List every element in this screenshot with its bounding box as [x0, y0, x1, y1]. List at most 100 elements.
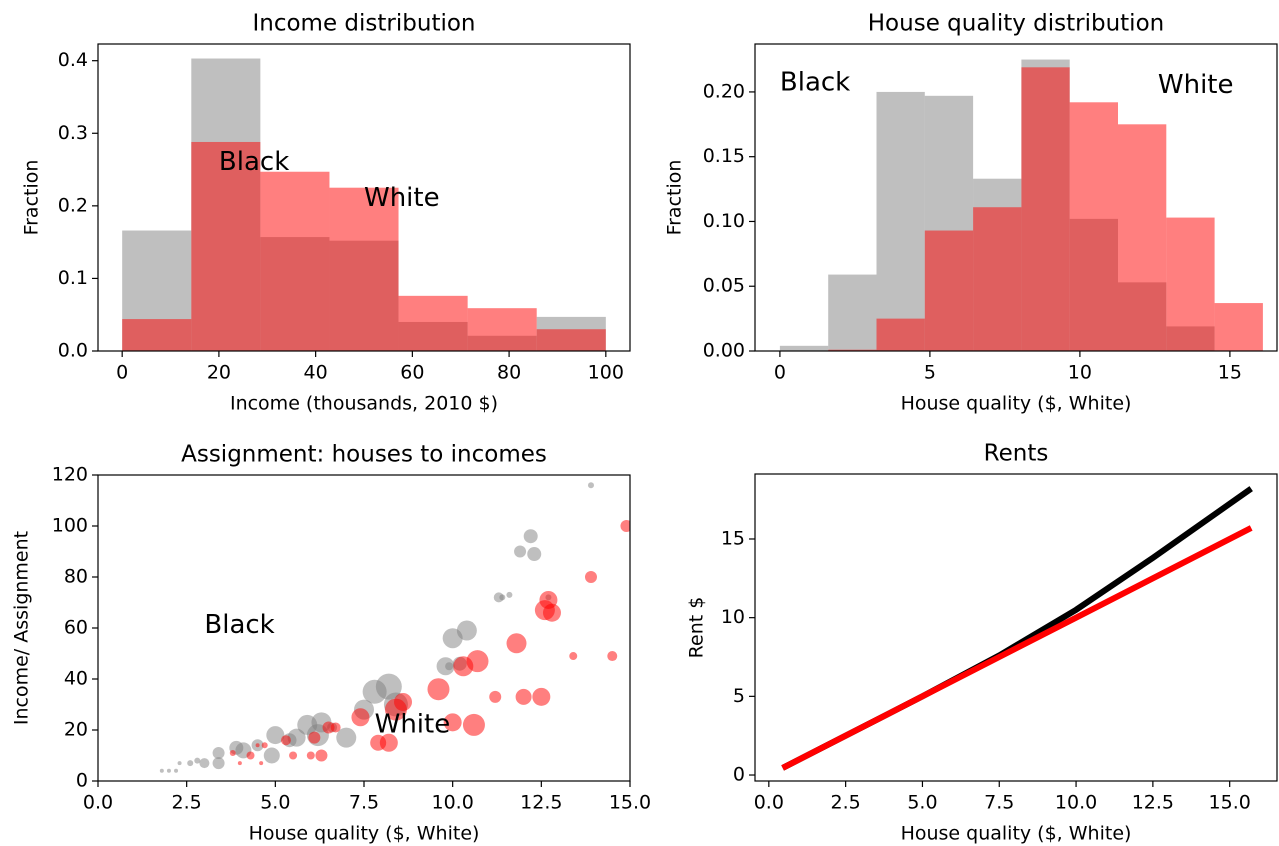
point: [263, 747, 280, 764]
subplot: Black White 0.0 2.5 5.0 7.5 10.0 12.5 15.0 0 20 40 6…: [11, 442, 652, 845]
x-axis-label: Income (thousands, 2010 $): [230, 393, 498, 415]
point: [394, 692, 413, 711]
bar: [973, 207, 1022, 351]
x-axis-label: House quality ($, White): [901, 393, 1132, 415]
chart-title: Assignment: houses to incomes: [181, 442, 547, 468]
annotation: White: [375, 709, 451, 739]
point: [212, 746, 225, 759]
point: [514, 545, 527, 558]
y-tick-label: 80: [64, 566, 88, 588]
x-tick-label: 0: [116, 362, 128, 384]
bar: [467, 308, 537, 351]
plot-area: [159, 482, 630, 773]
subplot: Black White 0 20 40 60 80 100 0.0 0.1 0.2 0.3 0.4 Inc…: [21, 11, 631, 415]
y-tick-label: 60: [64, 617, 88, 639]
y-tick-label: 0.00: [703, 340, 745, 362]
plot-area: [779, 59, 1263, 351]
bar: [1021, 67, 1070, 351]
bar: [1214, 303, 1263, 351]
y-tick-label: 10: [721, 606, 745, 628]
bar: [191, 141, 261, 351]
axes-frame: [97, 474, 631, 782]
chart-title: House quality distribution: [868, 11, 1164, 37]
y-axis-label: Fraction: [664, 160, 686, 236]
point: [212, 757, 225, 770]
point: [456, 620, 477, 641]
point: [237, 761, 242, 766]
point: [199, 758, 210, 769]
bar: [1118, 124, 1167, 351]
point: [255, 743, 260, 748]
point: [620, 520, 630, 532]
annotation: White: [364, 183, 440, 213]
point: [515, 688, 532, 705]
y-tick-label: 0.20: [703, 80, 745, 102]
y-tick-label: 0: [76, 770, 88, 792]
point: [187, 760, 194, 767]
point: [315, 749, 328, 762]
point: [261, 742, 268, 749]
axes-frame: [97, 43, 631, 352]
y-tick-label: 100: [52, 515, 88, 537]
point: [308, 731, 321, 744]
bar: [876, 91, 925, 351]
point: [266, 726, 285, 745]
y-tick-label: 120: [52, 464, 88, 486]
bar: [1069, 102, 1118, 351]
point: [306, 751, 315, 760]
point: [246, 751, 255, 760]
point: [259, 761, 264, 766]
x-tick-label: 7.5: [349, 792, 379, 814]
y-tick-label: 0.10: [703, 210, 745, 232]
y-tick-label: 0: [733, 764, 745, 786]
bar: [398, 295, 468, 351]
axes-frame: [754, 473, 1278, 782]
point: [466, 650, 489, 673]
x-tick-label: 0.0: [754, 792, 784, 814]
point: [177, 761, 182, 766]
y-axis-label: Income/ Assignment: [11, 531, 33, 725]
y-tick-label: 0.4: [58, 49, 88, 71]
x-tick-label: 15: [1218, 362, 1242, 384]
subplot: 0.0 2.5 5.0 7.5 10.0 12.5 15.0 0 5 10 15 Rents House…: [686, 441, 1278, 845]
bar: [1166, 217, 1215, 351]
x-tick-label: 10: [1068, 362, 1092, 384]
y-axis-label: Rent $: [686, 597, 708, 659]
line: [781, 486, 1253, 771]
point: [322, 721, 335, 734]
annotation: Black: [204, 610, 274, 640]
y-tick-label: 0.2: [58, 194, 88, 216]
point: [542, 603, 561, 622]
annotation: Black: [780, 67, 850, 97]
bar: [876, 318, 925, 351]
y-tick-label: 20: [64, 719, 88, 741]
annotation: White: [1158, 70, 1234, 100]
x-tick-label: 12.5: [520, 792, 562, 814]
point: [527, 547, 542, 562]
y-tick-label: 0.3: [58, 122, 88, 144]
chart-title: Rents: [984, 441, 1049, 467]
chart-title: Income distribution: [252, 11, 475, 37]
point: [506, 591, 513, 598]
point: [569, 652, 578, 661]
bar: [828, 349, 877, 351]
x-tick-label: 60: [400, 362, 424, 384]
bar: [329, 187, 399, 351]
x-tick-label: 80: [497, 362, 521, 384]
x-tick-label: 7.5: [984, 792, 1014, 814]
x-tick-label: 10.0: [432, 792, 474, 814]
point: [532, 687, 551, 706]
line: [781, 525, 1253, 771]
point: [499, 594, 506, 601]
x-axis-label: House quality ($, White): [901, 823, 1132, 845]
x-tick-label: 0: [774, 362, 786, 384]
plot-area: [122, 58, 606, 351]
x-tick-label: 5.0: [260, 792, 290, 814]
point: [587, 482, 594, 489]
point: [506, 633, 527, 654]
point: [159, 768, 164, 773]
x-tick-label: 5.0: [907, 792, 937, 814]
point: [166, 768, 171, 773]
point: [379, 733, 398, 752]
